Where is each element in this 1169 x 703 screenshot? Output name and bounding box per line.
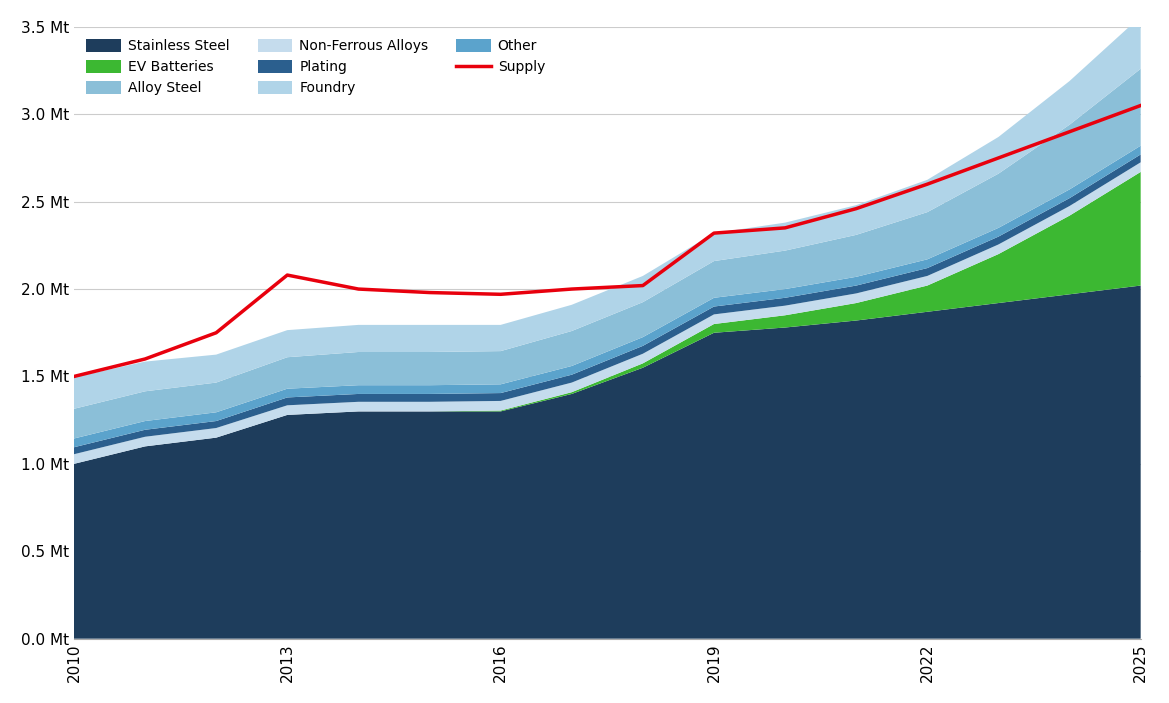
Legend: Stainless Steel, EV Batteries, Alloy Steel, Non-Ferrous Alloys, Plating, Foundry: Stainless Steel, EV Batteries, Alloy Ste…: [81, 34, 551, 101]
Supply: [849, 205, 863, 213]
Supply: [493, 290, 507, 299]
Supply: [281, 271, 295, 279]
Supply: [352, 285, 366, 293]
Supply: [1063, 127, 1077, 136]
Supply: [209, 328, 223, 337]
Supply: [1134, 101, 1148, 110]
Supply: [565, 285, 579, 293]
Supply: [991, 154, 1005, 162]
Line: Supply: Supply: [74, 105, 1141, 377]
Supply: [422, 288, 436, 297]
Supply: [636, 281, 650, 290]
Supply: [707, 229, 721, 238]
Supply: [920, 180, 934, 188]
Supply: [138, 355, 152, 363]
Supply: [779, 224, 793, 232]
Supply: [67, 373, 81, 381]
